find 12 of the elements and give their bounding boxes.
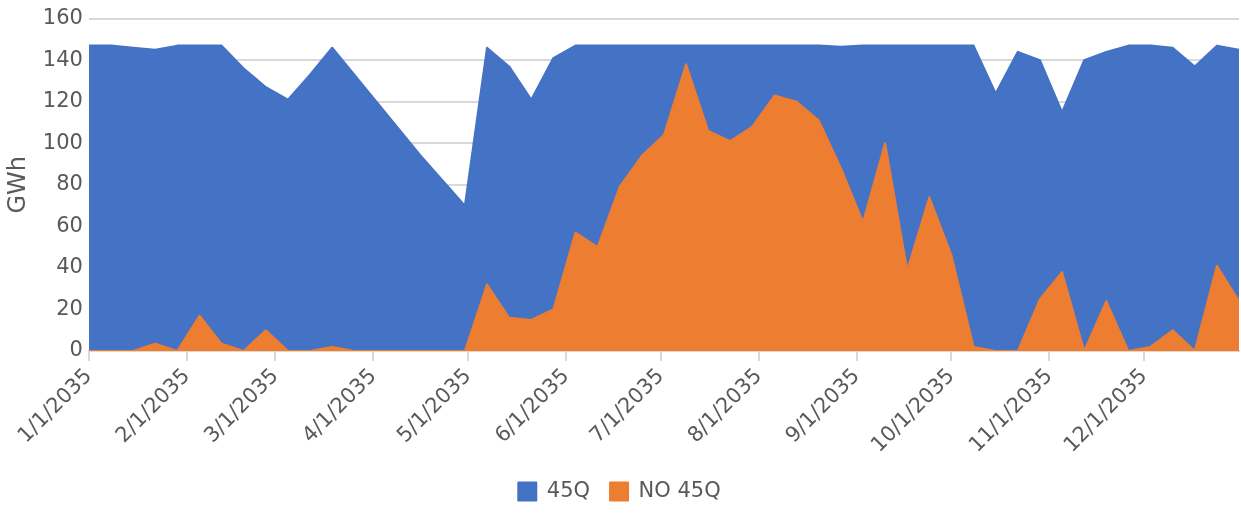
y-tick-label: 80 (56, 171, 83, 196)
y-axis-title: GWh (2, 156, 31, 214)
y-tick-label: 40 (56, 254, 83, 279)
y-tick-label: 100 (42, 129, 83, 154)
y-tick-label: 20 (56, 295, 83, 320)
y-tick-label: 0 (69, 337, 83, 362)
y-tick-label: 120 (42, 88, 83, 113)
legend-label: 45Q (546, 477, 591, 502)
y-tick-label: 140 (42, 46, 83, 71)
legend-label: NO 45Q (638, 477, 721, 502)
y-tick-label: 60 (56, 212, 83, 237)
y-tick-label: 160 (42, 5, 83, 30)
